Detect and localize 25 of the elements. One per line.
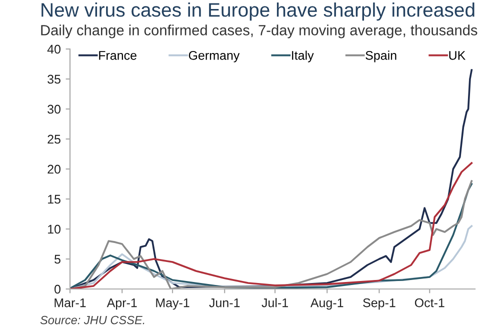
chart-subtitle: Daily change in confirmed cases, 7-day moving average, thousands — [41, 24, 478, 38]
x-tick-label: Aug-1 — [310, 298, 344, 310]
y-tick-label: 15 — [48, 194, 60, 204]
legend-label: Germany — [188, 50, 240, 62]
y-tick-label: 35 — [48, 74, 60, 84]
x-tick-label: Apr-1 — [106, 298, 137, 310]
source-note: Source: JHU CSSE. — [40, 316, 144, 324]
x-tick-label: Jun-1 — [209, 298, 240, 308]
y-tick-label: 5 — [54, 254, 60, 264]
x-tick-label: Mar-1 — [54, 298, 86, 308]
y-tick-label: 40 — [47, 44, 60, 54]
y-tick-label: 0 — [54, 284, 60, 294]
legend-label: Italy — [292, 50, 314, 62]
legend-label: Spain — [366, 50, 396, 62]
x-tick-label: Oct-1 — [414, 298, 444, 308]
y-tick-label: 20 — [48, 164, 60, 174]
y-tick-label: 25 — [48, 134, 60, 144]
y-tick-label: 10 — [48, 224, 60, 234]
legend-label: UK — [449, 51, 466, 60]
x-tick-label: Sep-1 — [363, 298, 396, 310]
x-tick-label: Jul-1 — [262, 298, 288, 308]
chart-title: New virus cases in Europe have sharply increased — [42, 2, 474, 21]
legend-label: France — [99, 51, 136, 60]
y-tick-label: 30 — [48, 104, 60, 114]
x-tick-label: May-1 — [156, 298, 190, 310]
